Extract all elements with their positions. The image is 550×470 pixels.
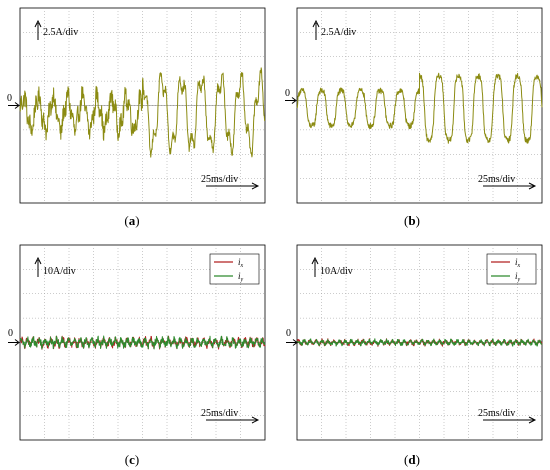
panel-c-traces (19, 335, 266, 350)
panel-a-y-scale-label: 2.5A/div (43, 27, 78, 38)
panel-b-x-scale-arrow-icon (483, 182, 537, 190)
panel-c-x-scale-arrow-icon (206, 416, 260, 424)
panel-a-caption: (a) (124, 213, 139, 228)
panel-c-zero-marker-icon (8, 339, 20, 346)
panel-c-zero-label: 0 (8, 328, 13, 339)
panel-a: 0 2.5A/div 25ms/div (a) (7, 7, 266, 228)
panel-d-legend-iy: iy (515, 271, 521, 283)
panel-d-x-scale-arrow-icon (483, 416, 537, 424)
panel-a-x-scale-arrow-icon (206, 182, 260, 190)
panel-d-zero-marker-icon (286, 339, 298, 346)
panel-c-legend-ix-sub: x (240, 263, 244, 269)
panel-d-y-scale-label: 10A/div (320, 266, 353, 277)
panel-d-legend-iy-sub: y (517, 277, 521, 283)
panel-c-legend-ix: ix (238, 257, 244, 269)
panel-d-legend-ix: ix (515, 257, 521, 269)
panel-a-trace-1 (19, 67, 266, 158)
panel-d-y-scale-arrow-icon (311, 256, 319, 277)
panel-d-zero-label: 0 (286, 328, 291, 339)
panel-d-caption-letter: d (408, 452, 416, 467)
panel-d-traces (296, 338, 543, 347)
panel-c-legend-iy-sub: y (240, 277, 244, 283)
panel-d-legend-ix-sub: x (517, 263, 521, 269)
panel-c-caption-letter: c (129, 452, 135, 467)
panel-b-zero-marker-icon (285, 97, 297, 104)
panel-c-trace-2 (19, 335, 266, 350)
panel-a-zero-label: 0 (7, 93, 12, 104)
panel-b-caption-letter: b (408, 213, 415, 228)
panel-a-zero-marker-icon (8, 102, 20, 109)
panel-a-x-scale-label: 25ms/div (201, 174, 238, 185)
panel-c-y-scale-arrow-icon (34, 256, 42, 277)
panel-d-legend: ix iy (486, 253, 537, 285)
panel-c-legend-iy-symbol: i (238, 271, 241, 281)
panel-c-legend-iy: iy (238, 271, 244, 283)
panel-b-caption: (b) (404, 213, 420, 228)
panel-b: 0 2.5A/div 25ms/div (b) (285, 7, 543, 228)
panel-d-legend-iy-symbol: i (515, 271, 518, 281)
panel-d: 0 10A/div ix iy 25ms/div (d) (286, 244, 543, 467)
panel-c: 0 10A/div ix iy 25ms/div (c) (8, 244, 266, 467)
panel-b-zero-label: 0 (285, 88, 290, 99)
panel-d-caption: (d) (404, 452, 420, 467)
panel-c-legend-box (209, 253, 260, 285)
panel-a-y-scale-arrow-icon (34, 19, 42, 40)
panel-b-y-scale-arrow-icon (312, 19, 320, 40)
panel-a-caption-letter: a (129, 213, 136, 228)
panel-b-traces (296, 72, 543, 144)
panel-c-legend: ix iy (209, 253, 260, 285)
panel-c-legend-ix-symbol: i (238, 257, 241, 267)
panel-b-trace-1 (296, 72, 543, 144)
panel-c-caption: (c) (125, 452, 139, 467)
panel-d-x-scale-label: 25ms/div (478, 408, 515, 419)
panel-d-legend-box (486, 253, 537, 285)
panel-b-y-scale-label: 2.5A/div (321, 27, 356, 38)
panel-c-x-scale-label: 25ms/div (201, 408, 238, 419)
panel-d-trace-2 (296, 338, 543, 347)
panel-b-grid (297, 8, 542, 203)
panel-d-legend-ix-symbol: i (515, 257, 518, 267)
panel-b-x-scale-label: 25ms/div (478, 174, 515, 185)
panel-c-y-scale-label: 10A/div (43, 266, 76, 277)
panel-a-traces (19, 67, 266, 158)
